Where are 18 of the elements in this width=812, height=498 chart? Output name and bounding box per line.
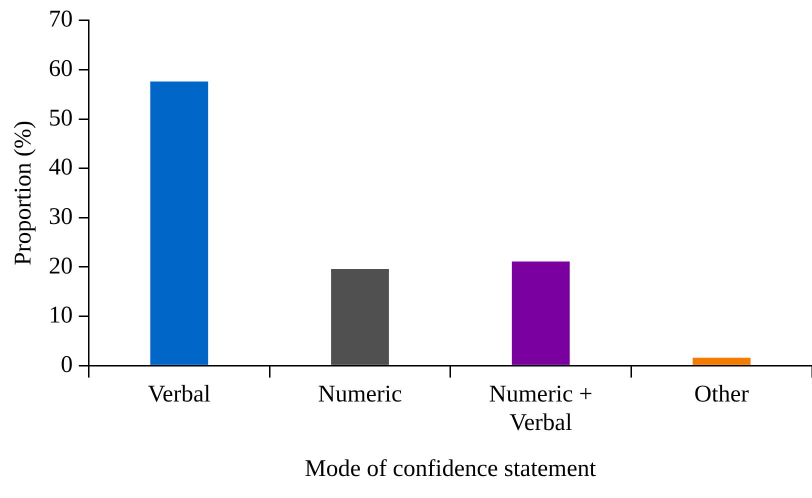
y-tick-label: 10 [48, 302, 73, 329]
bar [512, 262, 570, 365]
y-tick-label: 70 [48, 6, 73, 33]
y-axis-title: Proportion (%) [10, 120, 37, 266]
x-tick-label: Numeric + Verbal [489, 381, 593, 436]
y-tick-label: 40 [48, 154, 73, 181]
y-tick-label: 50 [48, 105, 73, 132]
x-tick-label: Other [694, 381, 749, 408]
x-tick-label: Numeric [318, 381, 402, 408]
y-tick-label: 30 [48, 204, 73, 230]
bar [692, 358, 751, 365]
y-tick-label: 60 [48, 56, 73, 82]
x-tick-label: Verbal [148, 381, 211, 408]
y-tick-label: 0 [60, 352, 73, 378]
bar [331, 268, 389, 365]
y-tick-label: 20 [48, 253, 73, 280]
x-axis-title: Mode of confidence statement [304, 456, 596, 482]
bar [150, 82, 208, 365]
